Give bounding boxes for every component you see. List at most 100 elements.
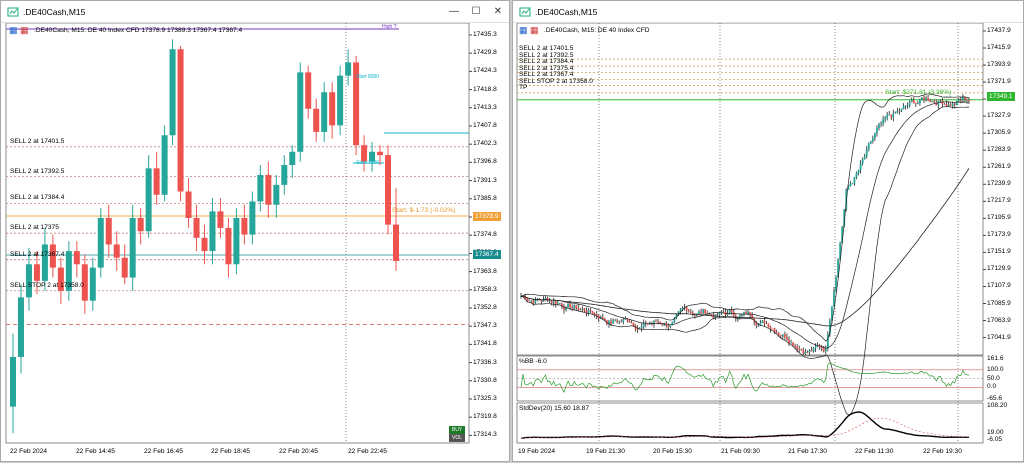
minimize-button[interactable]: — xyxy=(449,6,459,17)
candle-body xyxy=(718,312,721,315)
price-axis-label: 17327.9 xyxy=(987,112,1011,120)
candle-body xyxy=(610,321,612,324)
candle-body xyxy=(608,321,610,325)
price-axis-label: 17418.8 xyxy=(473,85,497,93)
candle-body xyxy=(968,100,970,101)
left-price-chart[interactable]: ▦ ▦ .DE40Cash, M15: DE 40 Index CFD 1737… xyxy=(1,23,509,463)
time-axis-label: 19 Feb 21:30 xyxy=(586,448,625,455)
right-title-bar[interactable]: .DE40Cash,M15 xyxy=(513,1,1023,23)
chart-grid-icon[interactable]: ▦ xyxy=(519,25,528,35)
candle-body xyxy=(361,145,368,162)
candle-body xyxy=(233,217,240,265)
candle-body xyxy=(929,99,932,102)
candle-body xyxy=(810,350,813,352)
candle-body xyxy=(145,168,152,232)
pbb-axis-label: 50.0 xyxy=(987,374,1000,382)
price-axis-label: 17413.3 xyxy=(473,103,497,111)
profit-label: Start: $-1.73 (-0.02%) xyxy=(392,207,456,214)
chart-grid-icon[interactable]: ▦ xyxy=(9,25,18,35)
chart-window-icon xyxy=(519,6,531,18)
candle-body xyxy=(792,342,794,346)
candle-body xyxy=(927,97,929,100)
chart-info-line: .DE40Cash, M15: DE 40 Index CFD xyxy=(544,27,650,34)
order-label: SELL 2 at 17392.5 xyxy=(519,51,574,59)
time-axis-label: 20 Feb 15:30 xyxy=(653,448,692,455)
candle-body xyxy=(614,320,617,322)
candle-body xyxy=(957,100,960,102)
candle-body xyxy=(121,257,128,278)
candle-body xyxy=(169,49,176,136)
candle-body xyxy=(583,308,586,311)
candle-body xyxy=(73,251,80,265)
candle-body xyxy=(871,137,874,142)
order-label: TP xyxy=(519,84,528,91)
time-axis-label: 22 Feb 18:45 xyxy=(211,448,250,455)
candle-body xyxy=(393,224,399,261)
candle-body xyxy=(802,350,805,354)
pbb-axis-label: 0.0 xyxy=(987,383,997,391)
pbb-line xyxy=(520,362,970,393)
right-chart-window[interactable]: .DE40Cash,M15 ▦ ▦ .DE40Cash, M15: DE 40 … xyxy=(512,0,1024,462)
candle-body xyxy=(655,321,657,323)
candle-body xyxy=(587,310,590,314)
time-axis-label: 22 Feb 11:30 xyxy=(855,448,894,455)
candle-body xyxy=(808,350,811,353)
bollinger-mid xyxy=(520,101,969,349)
left-chart-window[interactable]: .DE40Cash,M15 — ☐ ✕ ▦ ▦ .DE40Cash, M15: … xyxy=(0,0,510,462)
candle-body xyxy=(622,319,625,322)
maximize-button[interactable]: ☐ xyxy=(471,6,481,17)
chart-info-line: .DE40Cash, M15: DE 40 Index CFD 17378.9 … xyxy=(34,27,243,34)
candle-body xyxy=(563,306,565,311)
candle-body xyxy=(321,92,328,132)
right-price-chart[interactable]: ▦ ▦ .DE40Cash, M15: DE 40 Index CFD SELL… xyxy=(513,23,1023,463)
candle-body xyxy=(712,314,715,319)
candle-body xyxy=(921,97,923,100)
order-label: SELL 2 at 17367.4 xyxy=(10,250,65,258)
candle-body xyxy=(558,303,561,305)
candle-body xyxy=(896,110,899,113)
close-button[interactable]: ✕ xyxy=(493,6,503,17)
candle-body xyxy=(687,310,690,312)
candle-body xyxy=(855,172,858,178)
candle-body xyxy=(900,108,903,112)
candle-body xyxy=(790,342,792,344)
candle-body xyxy=(520,296,522,298)
candle-body xyxy=(345,62,352,76)
candle-body xyxy=(736,317,739,319)
order-label: SELL 2 at 17375.4 xyxy=(519,64,574,72)
candle-body xyxy=(738,315,741,318)
chart-list-icon[interactable]: ▦ xyxy=(20,25,29,35)
vol-button[interactable]: VOL xyxy=(449,434,465,442)
time-axis-label: 22 Feb 16:45 xyxy=(144,448,183,455)
candle-body xyxy=(726,312,729,316)
candle-body xyxy=(667,325,670,328)
candle-body xyxy=(966,99,968,101)
orange-price-tag: 17378.9 xyxy=(473,212,501,221)
window-title: .DE40Cash,M15 xyxy=(535,6,598,17)
candle-body xyxy=(743,312,745,315)
candle-body xyxy=(603,318,606,321)
price-axis-label: 17407.8 xyxy=(473,121,497,129)
candle-body xyxy=(89,267,96,301)
left-title-bar[interactable]: .DE40Cash,M15 — ☐ ✕ xyxy=(1,1,509,23)
candle-body xyxy=(796,346,799,350)
order-label: SELL 2 at 17392.5 xyxy=(10,167,65,175)
bollinger-lower xyxy=(520,106,969,416)
price-axis-label: 17347.3 xyxy=(473,322,497,330)
candle-body xyxy=(193,217,200,238)
candle-body xyxy=(878,124,880,128)
start-label-b: Start 7100 xyxy=(356,160,380,166)
bollinger-upper xyxy=(520,93,969,342)
candle-body xyxy=(847,186,850,190)
time-axis-label: 22 Feb 14:45 xyxy=(76,448,115,455)
candle-body xyxy=(113,244,120,258)
chart-list-icon[interactable]: ▦ xyxy=(530,25,539,35)
candle-body xyxy=(653,321,655,325)
buy-button[interactable]: BUY xyxy=(449,426,465,434)
candle-body xyxy=(951,103,954,107)
order-label: SELL 2 at 17384.4 xyxy=(10,194,65,202)
pbb-title: %BB -6.0 xyxy=(519,358,547,365)
candle-body xyxy=(636,329,639,330)
candle-body xyxy=(65,251,72,291)
candle-body xyxy=(886,114,889,118)
